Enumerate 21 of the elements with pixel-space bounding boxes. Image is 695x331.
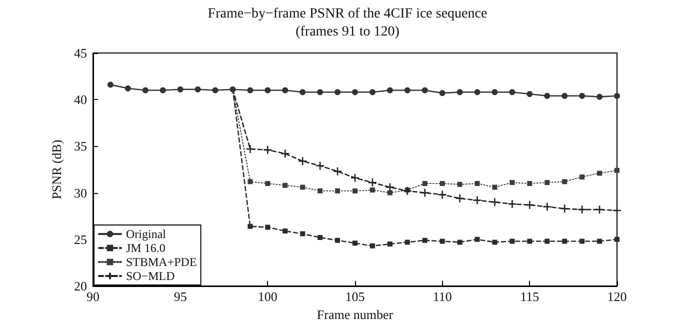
x-tick-label: 90 (86, 289, 100, 304)
legend-label: STBMA+PDE (126, 255, 197, 269)
x-tick-label: 105 (345, 289, 365, 304)
x-tick-label: 115 (520, 289, 540, 304)
y-axis-title: PSNR (dB) (49, 140, 64, 200)
x-tick-label: 120 (607, 289, 627, 304)
x-axis-title: Frame number (316, 306, 394, 322)
legend-label: JM 16.0 (126, 241, 166, 255)
chart-subtitle: (frames 91 to 120) (296, 24, 400, 40)
y-tick-label: 30 (74, 185, 87, 200)
y-tick-label: 45 (74, 46, 87, 60)
y-tick-label: 40 (74, 92, 87, 108)
x-tick-label: 110 (432, 289, 452, 304)
chart-title: Frame−by−frame PSNR of the 4CIF ice sequence (208, 6, 488, 22)
x-tick-label: 95 (174, 289, 187, 304)
y-tick-label: 25 (74, 232, 87, 247)
legend-label: SO−MLD (126, 269, 176, 283)
y-tick-label: 20 (74, 278, 87, 294)
x-tick-label: 100 (258, 289, 278, 304)
y-tick-label: 35 (74, 138, 87, 154)
legend-label: Original (126, 227, 167, 241)
